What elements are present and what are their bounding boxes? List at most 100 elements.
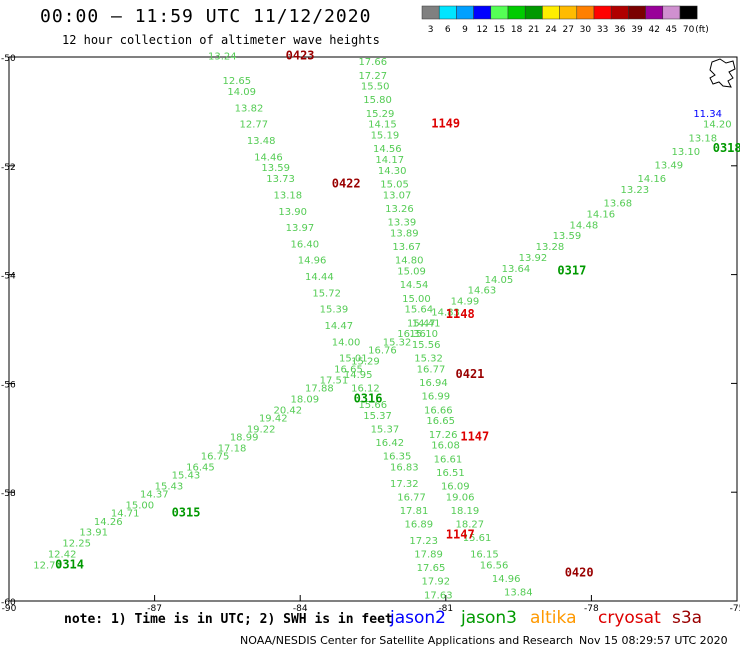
pass-time-label: 0317 xyxy=(557,264,586,278)
wave-height-value: 18.27 xyxy=(456,520,485,531)
wave-height-value: 12.77 xyxy=(240,120,269,131)
wave-height-value: 16.09 xyxy=(441,481,470,492)
wave-height-value: 14.30 xyxy=(378,166,407,177)
wave-height-value: 15.66 xyxy=(358,400,387,411)
wave-height-value: 15.72 xyxy=(312,288,341,299)
wave-height-value: 16.42 xyxy=(375,438,404,449)
wave-height-value: 16.36 xyxy=(397,329,426,340)
credit-line: NOAA/NESDIS Center for Satellite Applica… xyxy=(240,634,574,647)
wave-height-value: 14.16 xyxy=(638,174,667,185)
wave-height-value: 16.75 xyxy=(201,452,230,463)
wave-height-value: 14.15 xyxy=(368,120,397,131)
wave-height-value: 13.10 xyxy=(671,147,700,158)
x-tick-label: -87 xyxy=(147,604,162,614)
wave-height-value: 13.97 xyxy=(286,223,315,234)
legend-bin-label: 12 xyxy=(476,25,487,35)
wave-height-value: 15.39 xyxy=(320,305,349,316)
wave-height-value: 15.00 xyxy=(402,294,431,305)
wave-height-value: 16.45 xyxy=(186,462,215,473)
wave-height-value: 18.09 xyxy=(290,394,319,405)
wave-height-value: 18.99 xyxy=(230,433,259,444)
pass-time-label: 0316 xyxy=(354,391,383,405)
y-tick-label: -54 xyxy=(1,272,16,282)
wave-height-value: 13.64 xyxy=(502,264,531,275)
wave-height-value: 14.47 xyxy=(324,321,353,332)
wave-height-value: 15.80 xyxy=(363,95,392,106)
wave-height-value: 15.43 xyxy=(172,471,201,482)
wave-height-value: 16.94 xyxy=(419,378,448,389)
legend-bin-label: 42 xyxy=(648,25,659,35)
wave-height-value: 16.12 xyxy=(351,384,380,395)
wave-height-value: 20.42 xyxy=(274,405,303,416)
legend-bin-label: 21 xyxy=(528,25,539,35)
legend-unit: (ft) xyxy=(695,25,709,35)
wave-height-value: 13.82 xyxy=(235,103,264,114)
wave-height-value: 17.89 xyxy=(414,549,443,560)
wave-height-value: 13.48 xyxy=(247,136,276,147)
wave-height-value: 17.66 xyxy=(358,57,387,68)
wave-height-value: 14.80 xyxy=(395,256,424,267)
pass-time-label: 0315 xyxy=(172,506,201,520)
wave-height-value: 18.19 xyxy=(451,506,480,517)
wave-height-value: 13.28 xyxy=(536,242,565,253)
wave-height-value: 17.92 xyxy=(422,577,451,588)
wave-height-value: 16.56 xyxy=(480,560,509,571)
wave-height-value: 14.96 xyxy=(298,256,327,267)
pass-time-label: 0314 xyxy=(55,557,84,571)
wave-height-value: 13.92 xyxy=(519,253,548,264)
legend-bin-label: 15 xyxy=(494,25,505,35)
wave-height-value: 14.96 xyxy=(492,574,521,585)
legend-bin-label: 3 xyxy=(428,25,434,35)
wave-height-value: 13.89 xyxy=(390,229,419,240)
wave-height-value: 13.90 xyxy=(278,207,307,218)
wave-height-value: 13.59 xyxy=(553,231,582,242)
wave-height-value: 15.61 xyxy=(463,533,492,544)
wave-height-value: 14.56 xyxy=(373,144,402,155)
wave-height-value: 17.88 xyxy=(305,384,334,395)
mission-altika-label: altika xyxy=(530,608,577,628)
wave-height-value: 13.68 xyxy=(604,199,633,210)
wave-height-value: 14.17 xyxy=(375,155,404,166)
wave-height-value: 15.01 xyxy=(339,354,368,365)
x-tick-label: -90 xyxy=(2,604,17,614)
legend-bin-label: 27 xyxy=(562,25,573,35)
wave-height-value: 15.32 xyxy=(383,337,412,348)
wave-height-value: 15.56 xyxy=(412,340,441,351)
wave-height-value: 14.41 xyxy=(412,318,441,329)
wave-height-value: 15.19 xyxy=(371,131,400,142)
wave-height-value: 16.83 xyxy=(390,462,419,473)
wave-height-value: 16.40 xyxy=(290,239,319,250)
pass-time-label: 1147 xyxy=(446,527,475,541)
wave-height-value: 16.61 xyxy=(434,454,463,465)
y-tick-label: -50 xyxy=(1,54,16,64)
wave-height-value: 13.84 xyxy=(504,588,533,599)
wave-height-value: 17.81 xyxy=(400,506,429,517)
wave-height-value: 17.51 xyxy=(320,375,349,386)
wave-height-value: 17.26 xyxy=(429,430,458,441)
color-scale-legend: 3 6 9 12 15 18 21 24 27 30 33 36 39 42 45 70 (ft) xyxy=(421,5,709,35)
wave-height-value: 15.43 xyxy=(155,481,184,492)
wave-height-value: 14.63 xyxy=(468,286,497,297)
legend-bin-label: 24 xyxy=(545,25,557,35)
wave-height-value: 14.16 xyxy=(587,209,616,220)
wave-height-value: 14.00 xyxy=(332,337,361,348)
pass-time-label: 0420 xyxy=(565,566,594,580)
wave-height-value: 14.71 xyxy=(111,509,140,520)
wave-height-value: 16.35 xyxy=(383,452,412,463)
wave-height-value: 16.08 xyxy=(431,441,460,452)
wave-height-value: 15.50 xyxy=(361,82,390,93)
pass-time-label: 1147 xyxy=(460,430,489,444)
x-tick-label: -84 xyxy=(293,604,308,614)
wave-height-value: 16.77 xyxy=(397,492,426,503)
wave-height-value: 11.34 xyxy=(693,109,722,120)
wave-height-value: 17.18 xyxy=(218,443,247,454)
x-tick-label: -81 xyxy=(438,604,453,614)
legend-bin-label: 9 xyxy=(462,25,468,35)
mission-s3a-label: s3a xyxy=(672,608,703,628)
wave-height-value: 17.65 xyxy=(417,563,446,574)
wave-height-value: 19.42 xyxy=(259,413,288,424)
y-tick-label: -52 xyxy=(1,163,16,173)
wave-height-value: 14.44 xyxy=(305,272,334,283)
coastline-shape xyxy=(709,58,736,88)
